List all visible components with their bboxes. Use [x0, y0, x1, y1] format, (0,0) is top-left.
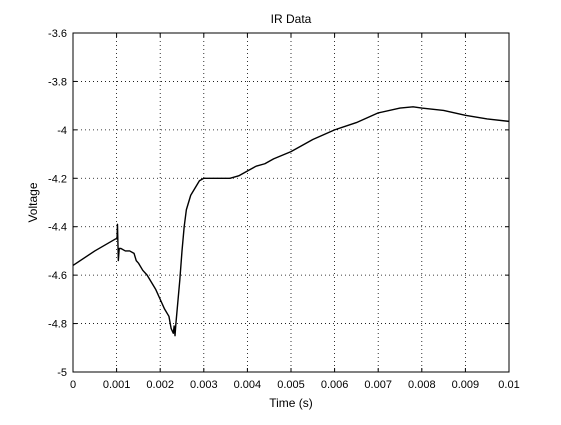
x-tick-label: 0.005: [277, 379, 305, 391]
y-tick-label: -4: [57, 125, 67, 137]
series-line: [72, 106, 510, 337]
y-axis-label: Voltage: [26, 182, 40, 222]
tick-marks: [72, 32, 510, 373]
series-layer: [72, 106, 510, 337]
x-tick-label: 0.006: [321, 379, 349, 391]
x-tick-label: 0.008: [408, 379, 436, 391]
x-tick-label: 0.007: [364, 379, 392, 391]
y-tick-label: -5: [57, 367, 67, 379]
x-tick-label: 0.001: [103, 379, 131, 391]
y-tick-label: -4.8: [48, 319, 67, 331]
x-tick-label: 0.003: [190, 379, 218, 391]
grid: [72, 32, 510, 373]
y-tick-label: -4.2: [48, 173, 67, 185]
chart-title: IR Data: [271, 12, 312, 26]
x-axis-label: Time (s): [269, 396, 313, 410]
x-tick-label: 0.002: [146, 379, 174, 391]
x-tick-label: 0.01: [498, 379, 519, 391]
y-tick-label: -4.4: [48, 222, 67, 234]
x-tick-label: 0.004: [234, 379, 262, 391]
y-tick-label: -4.6: [48, 270, 67, 282]
y-tick-label: -3.6: [48, 28, 67, 40]
x-tick-label: 0.009: [452, 379, 480, 391]
x-tick-label: 0: [70, 379, 76, 391]
y-tick-label: -3.8: [48, 76, 67, 88]
tick-labels: 0 0.001 0.002 0.003 0.004 0.005 0.006 0.007 0.00…: [48, 28, 520, 391]
